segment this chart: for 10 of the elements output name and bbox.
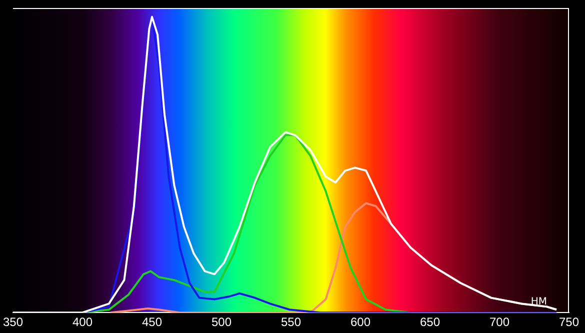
x-tick-label: 550: [280, 315, 302, 330]
x-axis-title: НМ: [530, 296, 547, 308]
x-tick-label: 650: [420, 315, 440, 330]
x-tick-label: 750: [558, 315, 580, 330]
x-tick-label: 350: [2, 315, 24, 330]
x-tick-label: 450: [142, 315, 162, 330]
x-tick-label: 700: [489, 315, 510, 330]
x-tick-label: 600: [350, 315, 371, 330]
x-tick-label: 400: [72, 315, 93, 330]
x-tick-label: 500: [211, 315, 232, 330]
